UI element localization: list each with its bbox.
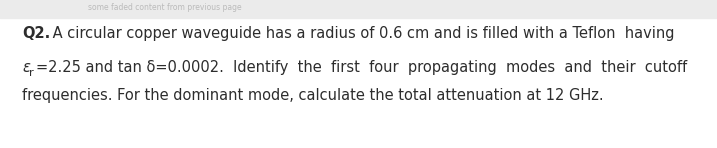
- Text: A circular copper waveguide has a radius of 0.6 cm and is filled with a Teflon  : A circular copper waveguide has a radius…: [48, 26, 675, 41]
- Text: =2.25 and tan δ=0.0002.  Identify  the  first  four  propagating  modes  and  th: =2.25 and tan δ=0.0002. Identify the fir…: [37, 60, 688, 75]
- Text: ε: ε: [22, 60, 30, 75]
- Text: Q2.: Q2.: [22, 26, 50, 41]
- Text: r: r: [29, 67, 34, 78]
- Text: some faded content from previous page: some faded content from previous page: [88, 3, 242, 12]
- Bar: [0, 0, 717, 18]
- Text: frequencies. For the dominant mode, calculate the total attenuation at 12 GHz.: frequencies. For the dominant mode, calc…: [22, 88, 604, 103]
